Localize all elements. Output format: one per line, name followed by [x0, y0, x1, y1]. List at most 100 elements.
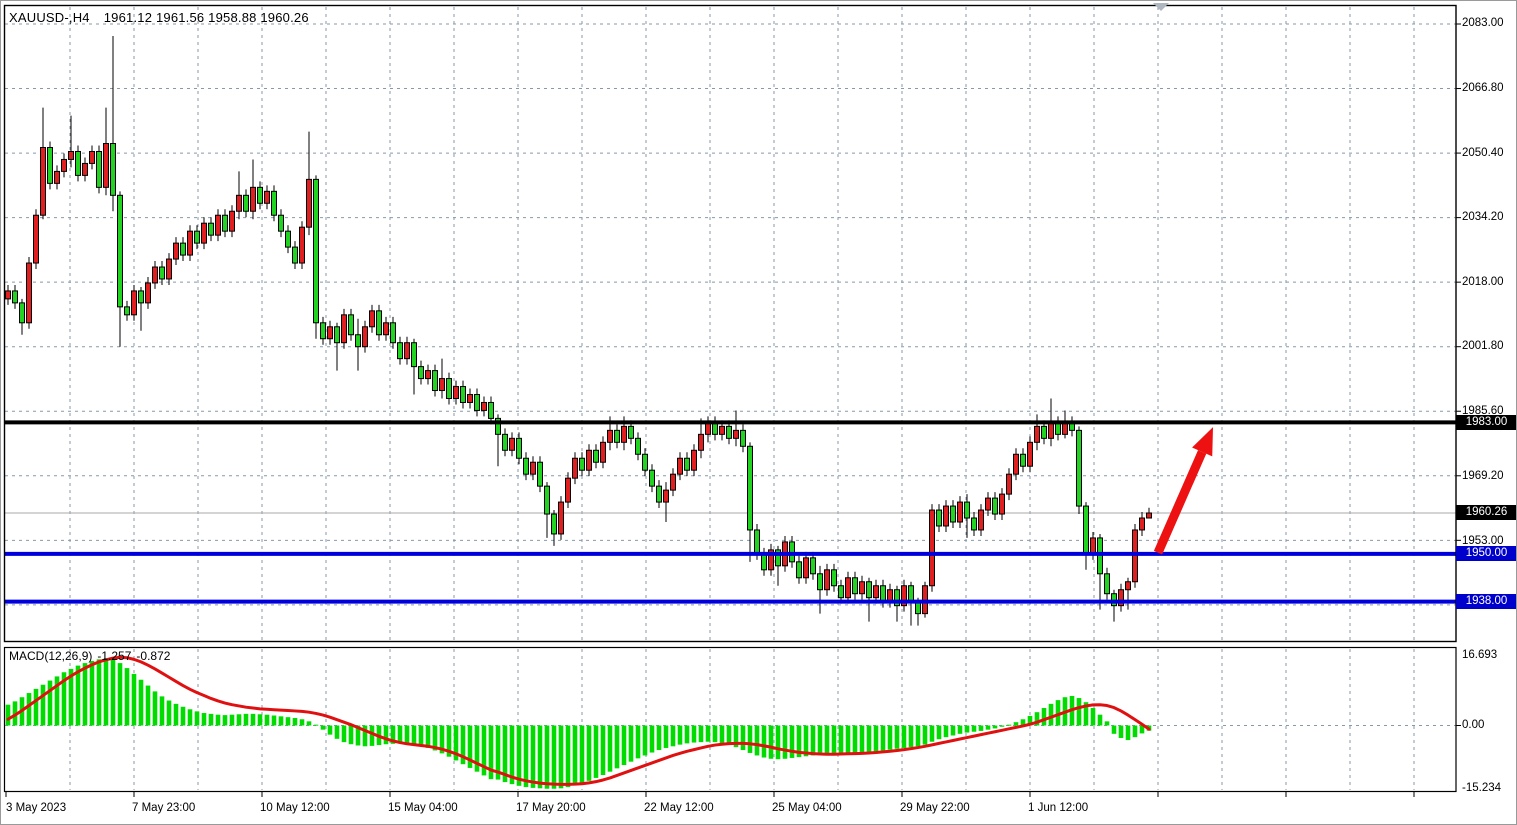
- candle: [999, 493, 1005, 515]
- macd-histogram-bar: [740, 725, 746, 751]
- macd-histogram-bar: [1027, 715, 1033, 726]
- candle: [369, 310, 375, 328]
- trend-arrow-head[interactable]: [1192, 427, 1213, 457]
- scroll-to-end-icon[interactable]: [1153, 3, 1169, 11]
- candle: [152, 266, 158, 284]
- macd-histogram-bar: [124, 668, 130, 726]
- price-axis-label: 1969.20: [1462, 470, 1504, 483]
- macd-histogram-bar: [96, 659, 102, 726]
- date-label: 29 May 22:00: [900, 802, 970, 814]
- macd-histogram-bar: [166, 700, 172, 726]
- candle: [558, 501, 564, 535]
- macd-histogram-bar: [558, 725, 564, 789]
- candle: [600, 441, 606, 463]
- macd-histogram-bar: [1055, 700, 1061, 726]
- candle: [698, 433, 704, 451]
- candle: [327, 326, 333, 340]
- candle: [684, 457, 690, 471]
- candle: [173, 242, 179, 260]
- macd-histogram-bar: [327, 725, 333, 735]
- macd-histogram-bar: [271, 715, 277, 726]
- candle: [509, 437, 515, 451]
- candle: [656, 485, 662, 503]
- macd-histogram-bar: [215, 714, 221, 726]
- candle: [1013, 453, 1019, 475]
- macd-histogram-bar: [1125, 725, 1131, 741]
- macd-histogram-bar: [656, 725, 662, 751]
- macd-histogram-bar: [747, 725, 753, 753]
- candle: [908, 585, 914, 603]
- candle: [201, 222, 207, 244]
- macd-histogram-bar: [502, 725, 508, 783]
- candle: [229, 210, 235, 232]
- candle: [145, 282, 151, 304]
- candle: [96, 150, 102, 188]
- macd-layer: [5, 655, 1152, 789]
- candle: [747, 445, 753, 531]
- candle: [761, 553, 767, 571]
- candle: [348, 314, 354, 336]
- macd-histogram-bar: [348, 725, 354, 745]
- candle: [222, 214, 228, 232]
- candle: [5, 290, 11, 300]
- macd-histogram-bar: [985, 725, 991, 730]
- candle: [894, 589, 900, 607]
- candle: [971, 517, 977, 531]
- macd-histogram-bar: [488, 725, 494, 780]
- price-axis-label: 1953.00: [1462, 534, 1504, 547]
- macd-histogram-bar: [866, 725, 872, 753]
- macd-axis-label: 0.00: [1462, 718, 1485, 731]
- candle: [551, 513, 557, 535]
- candle: [376, 310, 382, 336]
- candle: [593, 449, 599, 463]
- candle: [243, 194, 249, 212]
- macd-histogram-bar: [705, 725, 711, 742]
- candle: [502, 433, 508, 451]
- candle: [19, 302, 25, 324]
- date-label: 7 May 23:00: [132, 802, 196, 814]
- macd-histogram-bar: [516, 725, 522, 786]
- candle: [810, 557, 816, 575]
- macd-histogram-bar: [1076, 698, 1082, 726]
- macd-histogram-bar: [992, 725, 998, 729]
- candle: [985, 497, 991, 511]
- macd-histogram-bar: [607, 725, 613, 772]
- candle: [264, 190, 270, 204]
- candle: [880, 585, 886, 603]
- candle: [607, 429, 613, 443]
- macd-histogram-bar: [1013, 722, 1019, 726]
- candle: [530, 461, 536, 475]
- macd-histogram-bar: [1048, 703, 1054, 726]
- candle: [768, 549, 774, 571]
- macd-histogram-bar: [768, 725, 774, 759]
- macd-histogram-bar: [40, 684, 46, 726]
- macd-histogram-bar: [887, 725, 893, 750]
- candle: [103, 143, 109, 188]
- candle: [873, 585, 879, 599]
- date-label: 25 May 04:00: [772, 802, 842, 814]
- macd-histogram-bar: [831, 725, 837, 755]
- macd-histogram-bar: [131, 673, 137, 726]
- candle: [26, 262, 32, 324]
- candle: [943, 505, 949, 527]
- macd-histogram-bar: [796, 725, 802, 758]
- macd-params-label: MACD(12,26,9): [9, 649, 93, 663]
- trend-arrow-shaft[interactable]: [1153, 450, 1207, 555]
- candle: [257, 186, 263, 204]
- price-marker-1983.00: 1983.00: [1456, 414, 1516, 430]
- macd-histogram-bar: [61, 672, 67, 726]
- price-axis-label: 2066.80: [1462, 81, 1504, 94]
- date-label: 10 May 12:00: [260, 802, 330, 814]
- candle: [1048, 421, 1054, 439]
- price-marker-1938.00: 1938.00: [1456, 594, 1516, 610]
- macd-histogram-bar: [600, 725, 606, 776]
- macd-histogram-bar: [1111, 725, 1117, 734]
- candle: [397, 342, 403, 360]
- price-axis-label: 2050.40: [1462, 146, 1504, 159]
- candle: [320, 322, 326, 340]
- candle: [1027, 441, 1033, 467]
- candle: [208, 222, 214, 236]
- candle: [313, 178, 319, 324]
